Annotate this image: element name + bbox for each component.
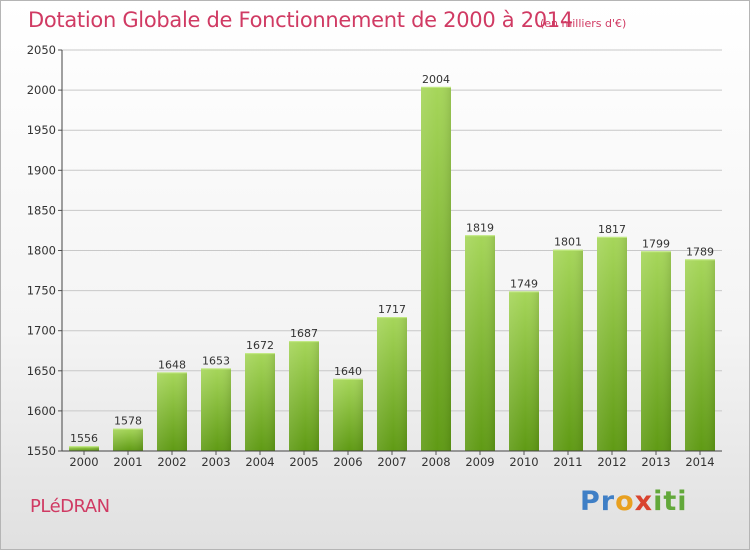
value-label: 1789 xyxy=(686,245,714,258)
y-tick-label: 1900 xyxy=(27,163,56,177)
x-tick-label: 2009 xyxy=(465,455,494,469)
y-tick-label: 1850 xyxy=(27,203,56,217)
value-label: 1578 xyxy=(114,415,142,428)
value-label: 1640 xyxy=(334,365,362,378)
y-tick-label: 1950 xyxy=(27,123,56,137)
bar-shading xyxy=(69,446,99,451)
bar-shading xyxy=(333,378,363,451)
y-tick-label: 1650 xyxy=(27,364,56,378)
bar-shading xyxy=(157,372,187,451)
bars xyxy=(69,86,715,451)
bar-shading xyxy=(245,353,275,451)
logo-part-1: Pr xyxy=(580,486,616,517)
bar-shading xyxy=(553,249,583,451)
x-tick-label: 2000 xyxy=(69,455,98,469)
x-tick-label: 2002 xyxy=(157,455,186,469)
y-tick-label: 2000 xyxy=(27,83,56,97)
value-label: 1672 xyxy=(246,339,274,352)
value-label: 2004 xyxy=(422,73,450,86)
x-tick-label: 2008 xyxy=(421,455,450,469)
value-label: 1801 xyxy=(554,236,582,249)
x-tick-label: 2001 xyxy=(113,455,142,469)
x-tick-label: 2010 xyxy=(509,455,538,469)
bar-shading xyxy=(465,235,495,451)
bar-shading xyxy=(641,251,671,451)
chart-subtitle: (en milliers d'€) xyxy=(540,17,627,30)
logo-part-3: x xyxy=(634,486,654,517)
y-tick-label: 1800 xyxy=(27,244,56,258)
value-label: 1556 xyxy=(70,432,98,445)
axes: 1550 1600 1650 1700 1750 1800 1850 1900 1950 2000… xyxy=(27,43,722,469)
y-tick-label: 1600 xyxy=(27,404,56,418)
chart-title: Dotation Globale de Fonctionnement de 20… xyxy=(28,8,573,32)
logo-part-4: iti xyxy=(653,486,688,517)
logo-part-2: o xyxy=(615,486,635,517)
y-tick-label: 2050 xyxy=(27,43,56,57)
value-label: 1819 xyxy=(466,221,494,234)
y-tick-label: 1550 xyxy=(27,444,56,458)
commune-name: PLéDRAN xyxy=(30,496,110,517)
value-label: 1717 xyxy=(378,303,406,316)
value-label: 1749 xyxy=(510,277,538,290)
y-tick-label: 1750 xyxy=(27,284,56,298)
bar-shading xyxy=(685,259,715,451)
bar-shading xyxy=(377,317,407,451)
bar-shading xyxy=(421,86,451,451)
bar-shading xyxy=(509,291,539,451)
value-label: 1687 xyxy=(290,327,318,340)
value-labels: 1556 1578 1648 1653 1672 1687 1640 1717 2004 1819… xyxy=(70,73,714,445)
x-tick-label: 2005 xyxy=(289,455,318,469)
value-label: 1799 xyxy=(642,237,670,250)
x-tick-label: 2007 xyxy=(377,455,406,469)
bar-shading xyxy=(113,428,143,451)
x-tick-label: 2012 xyxy=(597,455,626,469)
y-tick-label: 1700 xyxy=(27,324,56,338)
x-tick-label: 2003 xyxy=(201,455,230,469)
proxiti-logo: Proxiti xyxy=(580,486,688,517)
x-tick-label: 2004 xyxy=(245,455,274,469)
x-tick-label: 2014 xyxy=(685,455,714,469)
bar-shading xyxy=(201,368,231,451)
bar-shading xyxy=(597,236,627,451)
value-label: 1653 xyxy=(202,354,230,367)
value-label: 1648 xyxy=(158,358,186,371)
x-tick-label: 2013 xyxy=(641,455,670,469)
bar-shading xyxy=(289,341,319,451)
value-label: 1817 xyxy=(598,223,626,236)
x-tick-label: 2011 xyxy=(553,455,582,469)
x-tick-label: 2006 xyxy=(333,455,362,469)
